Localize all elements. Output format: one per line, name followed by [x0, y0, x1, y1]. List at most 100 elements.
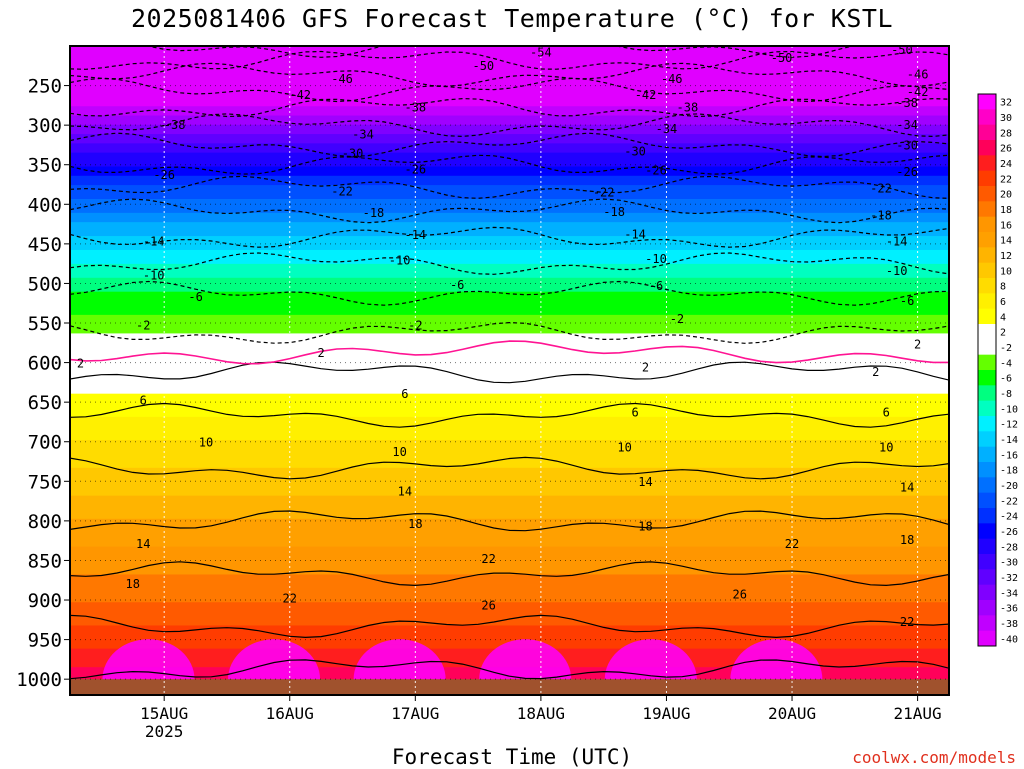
contour-label: -14 — [886, 234, 908, 248]
contour-label: -54 — [530, 45, 552, 59]
colorbar-swatch — [978, 431, 996, 448]
temperature-band — [70, 625, 949, 631]
x-tick-label: 18AUG — [517, 704, 565, 723]
temperature-band — [70, 300, 949, 307]
contour-label: -50 — [472, 59, 494, 73]
temperature-band — [70, 194, 949, 200]
isotherm-line — [70, 198, 949, 224]
contour-label: 22 — [785, 537, 799, 551]
colorbar-label: -26 — [1000, 527, 1018, 538]
x-tick-label: 19AUG — [642, 704, 690, 723]
temperature-band — [70, 254, 949, 260]
contour-label: -46 — [661, 72, 683, 86]
temperature-band — [70, 407, 949, 413]
contour-label: 6 — [401, 387, 408, 401]
temperature-band — [70, 231, 949, 237]
colorbar-swatch — [978, 170, 996, 187]
colorbar-label: -12 — [1000, 420, 1018, 431]
isotherm-line — [70, 456, 949, 480]
contour-label: -14 — [624, 227, 646, 241]
colorbar-label: 30 — [1000, 113, 1012, 124]
temperature-band — [70, 555, 949, 562]
contour-label: -18 — [603, 205, 625, 219]
temperature-band — [70, 430, 949, 436]
colorbar-swatch — [978, 155, 996, 172]
temperature-band — [70, 453, 949, 460]
colorbar-label: 8 — [1000, 282, 1006, 293]
contour-label: -38 — [896, 96, 918, 110]
y-tick-label: 850 — [28, 550, 62, 572]
contour-label: -22 — [331, 185, 353, 199]
temperature-band — [70, 597, 949, 603]
contour-label: 10 — [879, 440, 893, 454]
contour-label: -22 — [593, 185, 615, 199]
colorbar-label: -22 — [1000, 496, 1018, 507]
colorbar-swatch — [978, 630, 996, 647]
colorbar-swatch — [978, 124, 996, 141]
colorbar-label: -6 — [1000, 374, 1012, 385]
temperature-band — [70, 620, 949, 627]
contour-label: 22 — [283, 591, 297, 605]
y-tick-label: 500 — [28, 273, 62, 295]
contour-label: -46 — [331, 72, 353, 86]
colorbar-swatch — [978, 140, 996, 156]
colorbar-swatch — [978, 247, 996, 264]
temperature-band — [70, 398, 949, 404]
temperature-band — [70, 440, 949, 446]
temperature-band — [70, 481, 949, 487]
temperature-band — [70, 78, 949, 84]
temperature-band — [70, 500, 949, 506]
isotherm-line — [70, 321, 949, 344]
isotherm-line — [70, 50, 949, 70]
contour-label: 2 — [914, 337, 921, 351]
colorbar-swatch — [978, 508, 996, 524]
isotherm-line — [70, 77, 949, 103]
colorbar-swatch — [978, 569, 996, 586]
contour-label: -50 — [891, 43, 913, 57]
temperature-band — [70, 375, 949, 381]
temperature-band — [70, 523, 949, 529]
contour-label: 2 — [318, 346, 325, 360]
isotherm-line — [70, 402, 949, 428]
contour-label: -26 — [896, 165, 918, 179]
contour-label: 2 — [872, 365, 879, 379]
temperature-band — [70, 467, 949, 474]
isotherm-line — [70, 659, 949, 680]
y-tick-label: 350 — [28, 155, 62, 177]
watermark-link[interactable]: coolwx.com/models — [852, 748, 1016, 767]
temperature-band — [70, 630, 949, 636]
temperature-band — [70, 87, 949, 93]
contour-label: -10 — [645, 252, 667, 266]
temperature-band — [70, 393, 949, 399]
contour-label: 14 — [398, 485, 412, 499]
colorbar-swatch — [978, 538, 996, 555]
temperature-band — [70, 449, 949, 455]
isotherm-line — [70, 280, 949, 306]
temperature-band — [70, 435, 949, 441]
contour-label: 14 — [136, 537, 150, 551]
temperature-band — [70, 138, 949, 144]
colorbar-label: -34 — [1000, 588, 1018, 599]
temperature-band — [70, 426, 949, 432]
colorbar-label: 28 — [1000, 128, 1012, 139]
contour-label: 10 — [392, 445, 406, 459]
y-tick-label: 300 — [28, 115, 62, 137]
colorbar-label: 12 — [1000, 251, 1012, 262]
temperature-band — [70, 124, 949, 131]
contour-label: -38 — [164, 118, 186, 132]
colorbar-label: -20 — [1000, 481, 1018, 492]
contour-label: 22 — [900, 615, 914, 629]
isotherm-line — [70, 510, 949, 532]
temperature-band — [70, 287, 949, 293]
temperature-band — [70, 147, 949, 154]
temperature-band — [70, 551, 949, 557]
colorbar-frame — [977, 93, 997, 647]
plot-frame — [69, 45, 950, 696]
x-tick-sublabel: 2025 — [145, 722, 184, 741]
temperature-band — [70, 351, 949, 358]
colorbar-swatch — [978, 339, 996, 356]
contour-label: 18 — [900, 533, 914, 547]
temperature-band — [70, 588, 949, 594]
colorbar-label: -30 — [1000, 558, 1018, 569]
temperature-band — [70, 569, 949, 576]
